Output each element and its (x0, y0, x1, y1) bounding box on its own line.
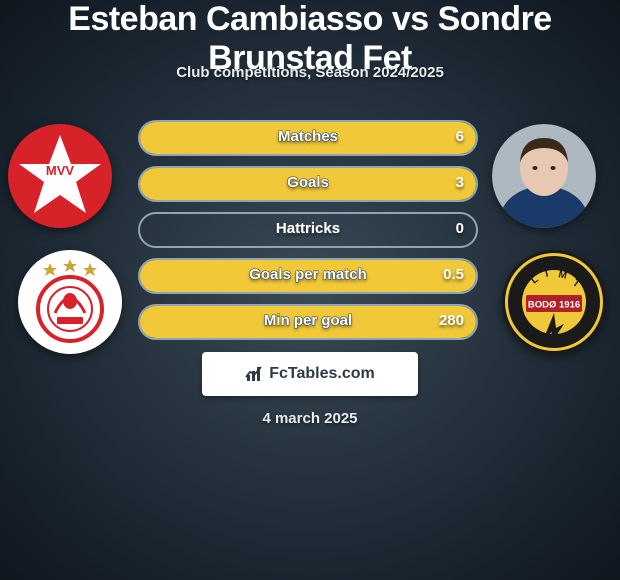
bar-label: Matches (140, 128, 476, 145)
bar-label: Goals per match (140, 266, 476, 283)
brand-badge[interactable]: FcTables.com (202, 352, 418, 396)
page-subtitle: Club competitions, Season 2024/2025 (0, 64, 620, 81)
stat-bar: Goals per match0.5 (138, 258, 478, 294)
bar-value-right: 3 (456, 174, 464, 191)
avatar-icon (492, 124, 596, 228)
comparison-card: Esteban Cambiasso vs Sondre Brunstad Fet… (0, 0, 620, 580)
bar-label: Min per goal (140, 312, 476, 329)
bar-label: Goals (140, 174, 476, 191)
date-text: 4 march 2025 (0, 410, 620, 427)
bar-value-right: 6 (456, 128, 464, 145)
olympiacos-crest-icon (25, 257, 115, 347)
club-right-badge: BODØ 1916 L I M T (502, 250, 606, 354)
bar-label: Hattricks (140, 220, 476, 237)
brand-text: FcTables.com (269, 365, 375, 383)
crest-label: MVV (46, 163, 75, 178)
stat-bar: Hattricks0 (138, 212, 478, 248)
player-left-badge: MVV (8, 124, 112, 228)
bar-value-right: 0.5 (443, 266, 464, 283)
stats-bars: Matches6Goals3Hattricks0Goals per match0… (138, 120, 478, 350)
club-left-badge (18, 250, 122, 354)
chart-icon (245, 365, 263, 383)
bar-value-right: 280 (439, 312, 464, 329)
player-right-avatar (492, 124, 596, 228)
stat-bar: Min per goal280 (138, 304, 478, 340)
stat-bar: Matches6 (138, 120, 478, 156)
bodo-glimt-crest-icon: BODØ 1916 L I M T (502, 250, 606, 354)
bar-value-right: 0 (456, 220, 464, 237)
star-crest-icon: MVV (15, 131, 105, 221)
bodo-text: BODØ 1916 (528, 300, 580, 311)
stat-bar: Goals3 (138, 166, 478, 202)
